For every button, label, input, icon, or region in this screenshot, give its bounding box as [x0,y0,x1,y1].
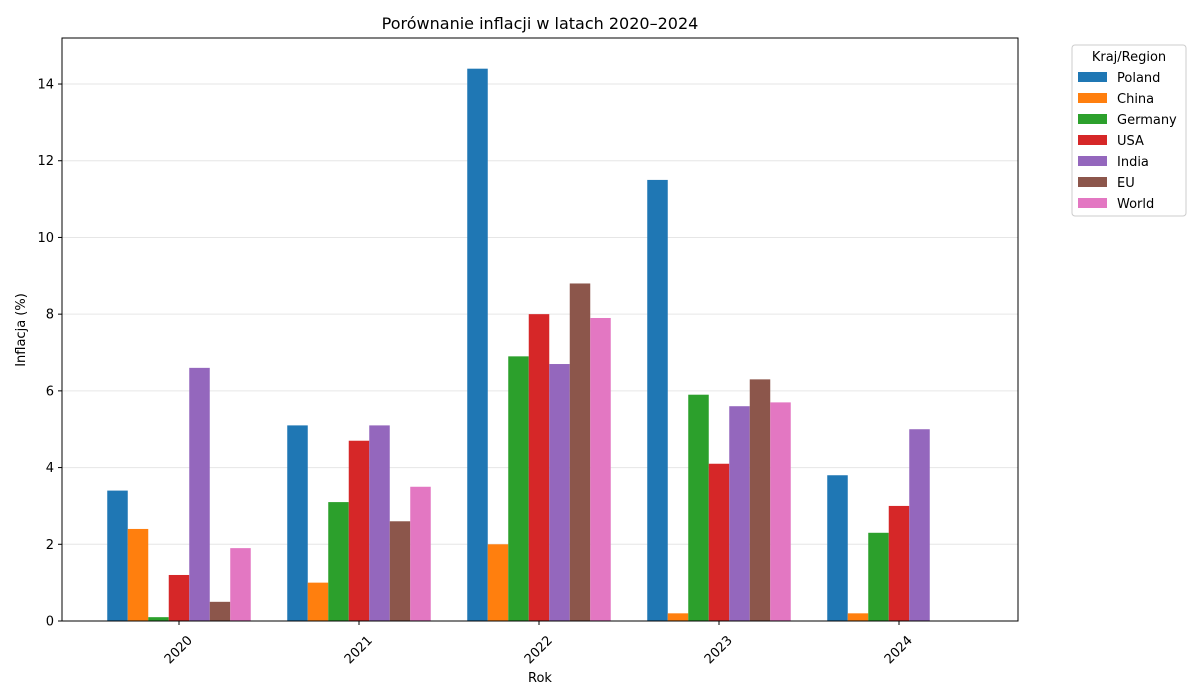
bar-world-2021 [410,486,431,621]
y-tick-label: 10 [37,231,54,246]
legend-swatch-india [1078,156,1107,166]
y-tick-label: 14 [37,78,54,93]
x-tick-label: 2022 [522,633,556,667]
legend-swatch-usa [1078,135,1107,145]
bar-eu-2020 [209,601,231,621]
legend-swatch-germany [1078,114,1107,124]
legend-swatch-world [1078,198,1107,208]
legend: Kraj/Region Poland China Germany USA India EU… [1071,44,1187,217]
bar-poland-2024 [827,475,848,621]
bar-china-2024 [847,613,869,621]
legend-label-china: China [1117,92,1154,107]
bar-china-2021 [307,582,329,621]
bar-china-2022 [487,544,509,621]
y-axis-title: Inflacja (%) [14,293,29,367]
legend-label-poland: Poland [1117,71,1160,86]
bar-china-2020 [127,528,149,621]
bar-india-2020 [189,367,210,621]
bar-germany-2022 [508,356,529,621]
bars [107,68,930,622]
bar-poland-2023 [647,179,668,621]
bar-usa-2022 [528,314,550,621]
bar-usa-2023 [708,463,730,621]
x-tick-label: 2020 [162,633,196,667]
legend-label-eu: EU [1117,176,1135,191]
y-tick-label: 2 [46,538,54,553]
x-tick-label: 2024 [882,633,916,667]
bar-india-2023 [729,406,750,621]
legend-label-germany: Germany [1117,113,1177,128]
plot-frame [61,37,1019,622]
legend-label-world: World [1117,197,1154,212]
x-tick-label: 2023 [702,633,736,667]
bar-germany-2023 [688,394,709,621]
y-tick-label: 0 [46,615,54,630]
legend-swatch-eu [1078,177,1107,187]
bar-world-2020 [230,548,251,621]
bar-poland-2020 [107,490,128,621]
y-tick-label: 12 [37,154,54,169]
bar-germany-2024 [868,532,889,621]
bar-usa-2024 [888,505,910,621]
legend-title: Kraj/Region [1092,50,1166,65]
legend-swatch-china [1078,93,1107,103]
legend-items: Poland China Germany USA India EU World [1078,71,1177,212]
bar-world-2023 [770,402,791,621]
x-axis-ticks: 2020 2021 2022 2023 2024 [162,621,916,667]
legend-box [1071,44,1187,217]
x-axis-title: Rok [528,671,552,686]
bar-usa-2020 [168,574,190,621]
bar-poland-2021 [287,425,308,621]
y-tick-label: 4 [46,461,54,476]
bar-china-2023 [667,613,689,621]
y-axis-ticks: 0 2 4 6 8 10 12 14 [37,78,62,630]
bar-usa-2021 [348,440,370,621]
legend-label-usa: USA [1117,134,1144,149]
chart-title: Porównanie inflacji w latach 2020–2024 [382,14,699,33]
bar-germany-2020 [148,617,169,621]
y-tick-label: 6 [46,384,54,399]
bar-poland-2022 [467,68,488,622]
y-tick-label: 8 [46,308,54,323]
legend-swatch-poland [1078,72,1107,82]
legend-label-india: India [1117,155,1149,170]
bar-india-2022 [549,364,570,621]
bar-world-2022 [590,317,611,621]
bar-eu-2022 [569,283,591,621]
bar-eu-2023 [749,379,771,621]
bar-germany-2021 [328,502,349,621]
bar-eu-2021 [389,521,411,621]
x-tick-label: 2021 [342,633,376,667]
bar-india-2021 [369,425,390,621]
bar-india-2024 [909,429,930,621]
